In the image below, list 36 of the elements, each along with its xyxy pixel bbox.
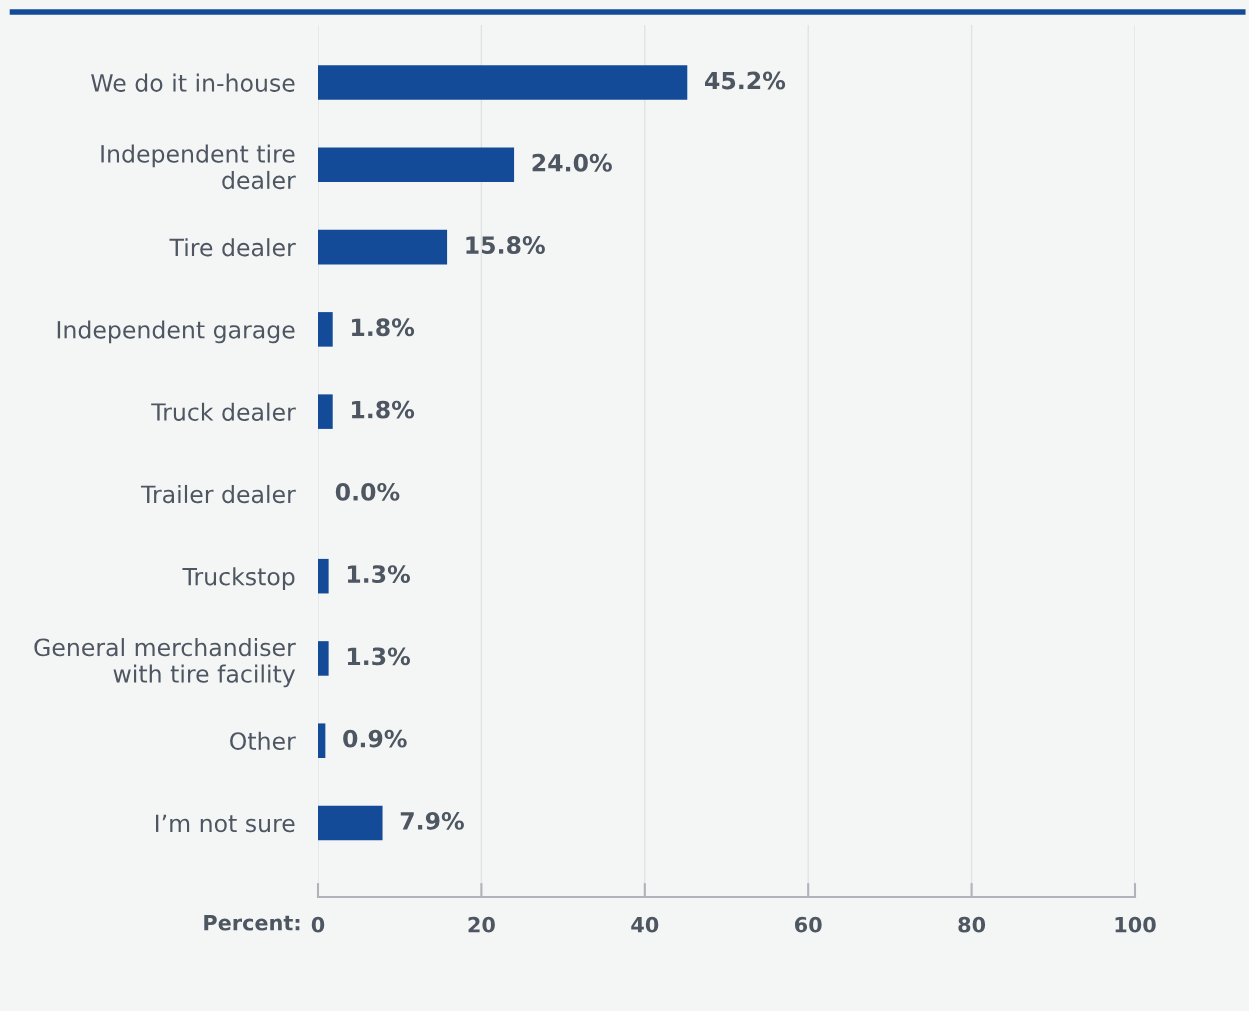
bar: [318, 229, 448, 265]
y-tick-label: Other: [230, 731, 296, 750]
data-label: 7.9%: [400, 811, 464, 830]
bar: [318, 65, 688, 100]
data-label: 45.2%: [705, 71, 786, 90]
data-label: 1.3%: [347, 647, 411, 666]
bar: [318, 558, 329, 594]
data-label: 1.8%: [352, 318, 415, 337]
data-label: 24.0%: [532, 153, 612, 172]
bar: [318, 641, 329, 676]
x-tick-label: 80: [958, 916, 986, 933]
data-label: 1.8%: [352, 400, 415, 419]
x-axis-title: Percent:: [204, 915, 300, 931]
x-tick-label: 100: [1115, 916, 1156, 933]
y-tick-label: Independent tire dealer: [101, 144, 296, 190]
data-label: 0.9%: [343, 729, 407, 748]
y-tick-label: We do it in-house: [91, 73, 295, 92]
bar: [318, 147, 515, 183]
y-tick-label: Truckstop: [182, 567, 295, 591]
bar: [318, 312, 333, 347]
y-tick-label: Independent garage: [57, 320, 295, 344]
bar: [318, 394, 333, 429]
y-tick-label: Truck dealer: [151, 402, 296, 421]
y-tick-label: Trailer dealer: [140, 484, 296, 504]
x-tick-label: 40: [631, 916, 659, 933]
bar: [318, 805, 383, 841]
data-label: 15.8%: [466, 236, 545, 254]
bar: [318, 723, 326, 758]
data-label: 0.0%: [335, 482, 400, 501]
x-tick-label: 0: [311, 916, 325, 933]
y-tick-label: Tire dealer: [169, 238, 296, 257]
x-tick-label: 60: [795, 916, 822, 933]
y-tick-label: General merchandiser with tire facility: [34, 638, 296, 688]
x-tick-label: 20: [468, 916, 495, 933]
data-label: 1.3%: [347, 565, 411, 584]
y-tick-label: I’m not sure: [155, 814, 295, 833]
